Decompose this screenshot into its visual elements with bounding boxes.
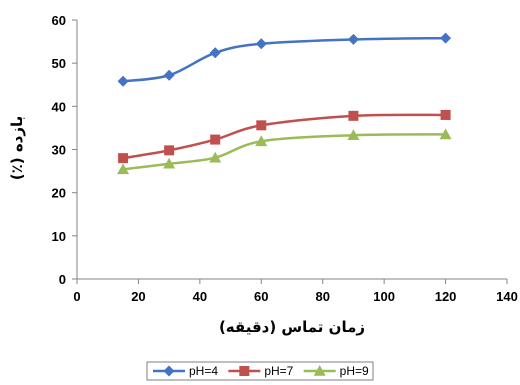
data-point bbox=[255, 38, 267, 50]
x-axis-ticks: 0 20 40 60 80 100 120 140 bbox=[73, 279, 518, 304]
y-tick-label: 20 bbox=[52, 186, 66, 201]
x-axis-title: زمان تماس (دقیقه) bbox=[219, 318, 365, 336]
legend-marker bbox=[313, 365, 326, 376]
x-tick-label: 80 bbox=[315, 289, 329, 304]
x-tick-label: 0 bbox=[73, 289, 80, 304]
data-point bbox=[210, 134, 221, 145]
legend-marker bbox=[163, 365, 175, 377]
data-point bbox=[439, 128, 452, 140]
legend-entry: pH=9 bbox=[303, 364, 369, 378]
data-point bbox=[347, 33, 359, 45]
x-tick-label: 20 bbox=[131, 289, 145, 304]
data-point bbox=[163, 157, 176, 169]
data-point bbox=[209, 47, 221, 59]
data-point bbox=[348, 110, 359, 121]
series-ph-4 bbox=[117, 32, 452, 87]
data-point bbox=[256, 120, 267, 131]
y-tick-label: 50 bbox=[52, 56, 66, 71]
data-point bbox=[118, 153, 129, 164]
y-tick-label: 30 bbox=[52, 143, 66, 158]
y-axis-ticks: 0 10 20 30 40 50 60 bbox=[52, 13, 77, 287]
data-point bbox=[117, 163, 130, 175]
legend-marker bbox=[239, 366, 250, 376]
data-point bbox=[164, 145, 175, 156]
legend-label: pH=4 bbox=[189, 364, 218, 378]
y-tick-label: 0 bbox=[59, 272, 66, 287]
legend: pH=4 pH=7 pH=9 bbox=[146, 361, 374, 381]
data-point bbox=[163, 69, 175, 81]
series-ph-9 bbox=[117, 128, 452, 175]
legend-label: pH=7 bbox=[264, 364, 293, 378]
series-ph-7 bbox=[118, 109, 451, 164]
y-axis-title: بازده (٪) bbox=[8, 116, 26, 181]
legend-entry: pH=4 bbox=[153, 364, 218, 378]
series-layer bbox=[117, 32, 452, 175]
y-tick-label: 60 bbox=[52, 13, 66, 28]
x-tick-label: 40 bbox=[193, 289, 207, 304]
x-tick-label: 120 bbox=[435, 289, 457, 304]
legend-label: pH=9 bbox=[340, 364, 369, 378]
data-point bbox=[347, 129, 360, 141]
data-point bbox=[440, 32, 452, 44]
x-tick-label: 60 bbox=[254, 289, 268, 304]
y-tick-label: 10 bbox=[52, 229, 66, 244]
y-tick-label: 40 bbox=[52, 99, 66, 114]
x-tick-label: 140 bbox=[496, 289, 518, 304]
data-point bbox=[209, 151, 222, 163]
data-point bbox=[440, 109, 451, 120]
data-point bbox=[255, 135, 268, 147]
data-point bbox=[117, 75, 129, 87]
legend-entry: pH=7 bbox=[228, 364, 294, 378]
chart-axes bbox=[76, 20, 507, 280]
x-tick-label: 100 bbox=[373, 289, 395, 304]
